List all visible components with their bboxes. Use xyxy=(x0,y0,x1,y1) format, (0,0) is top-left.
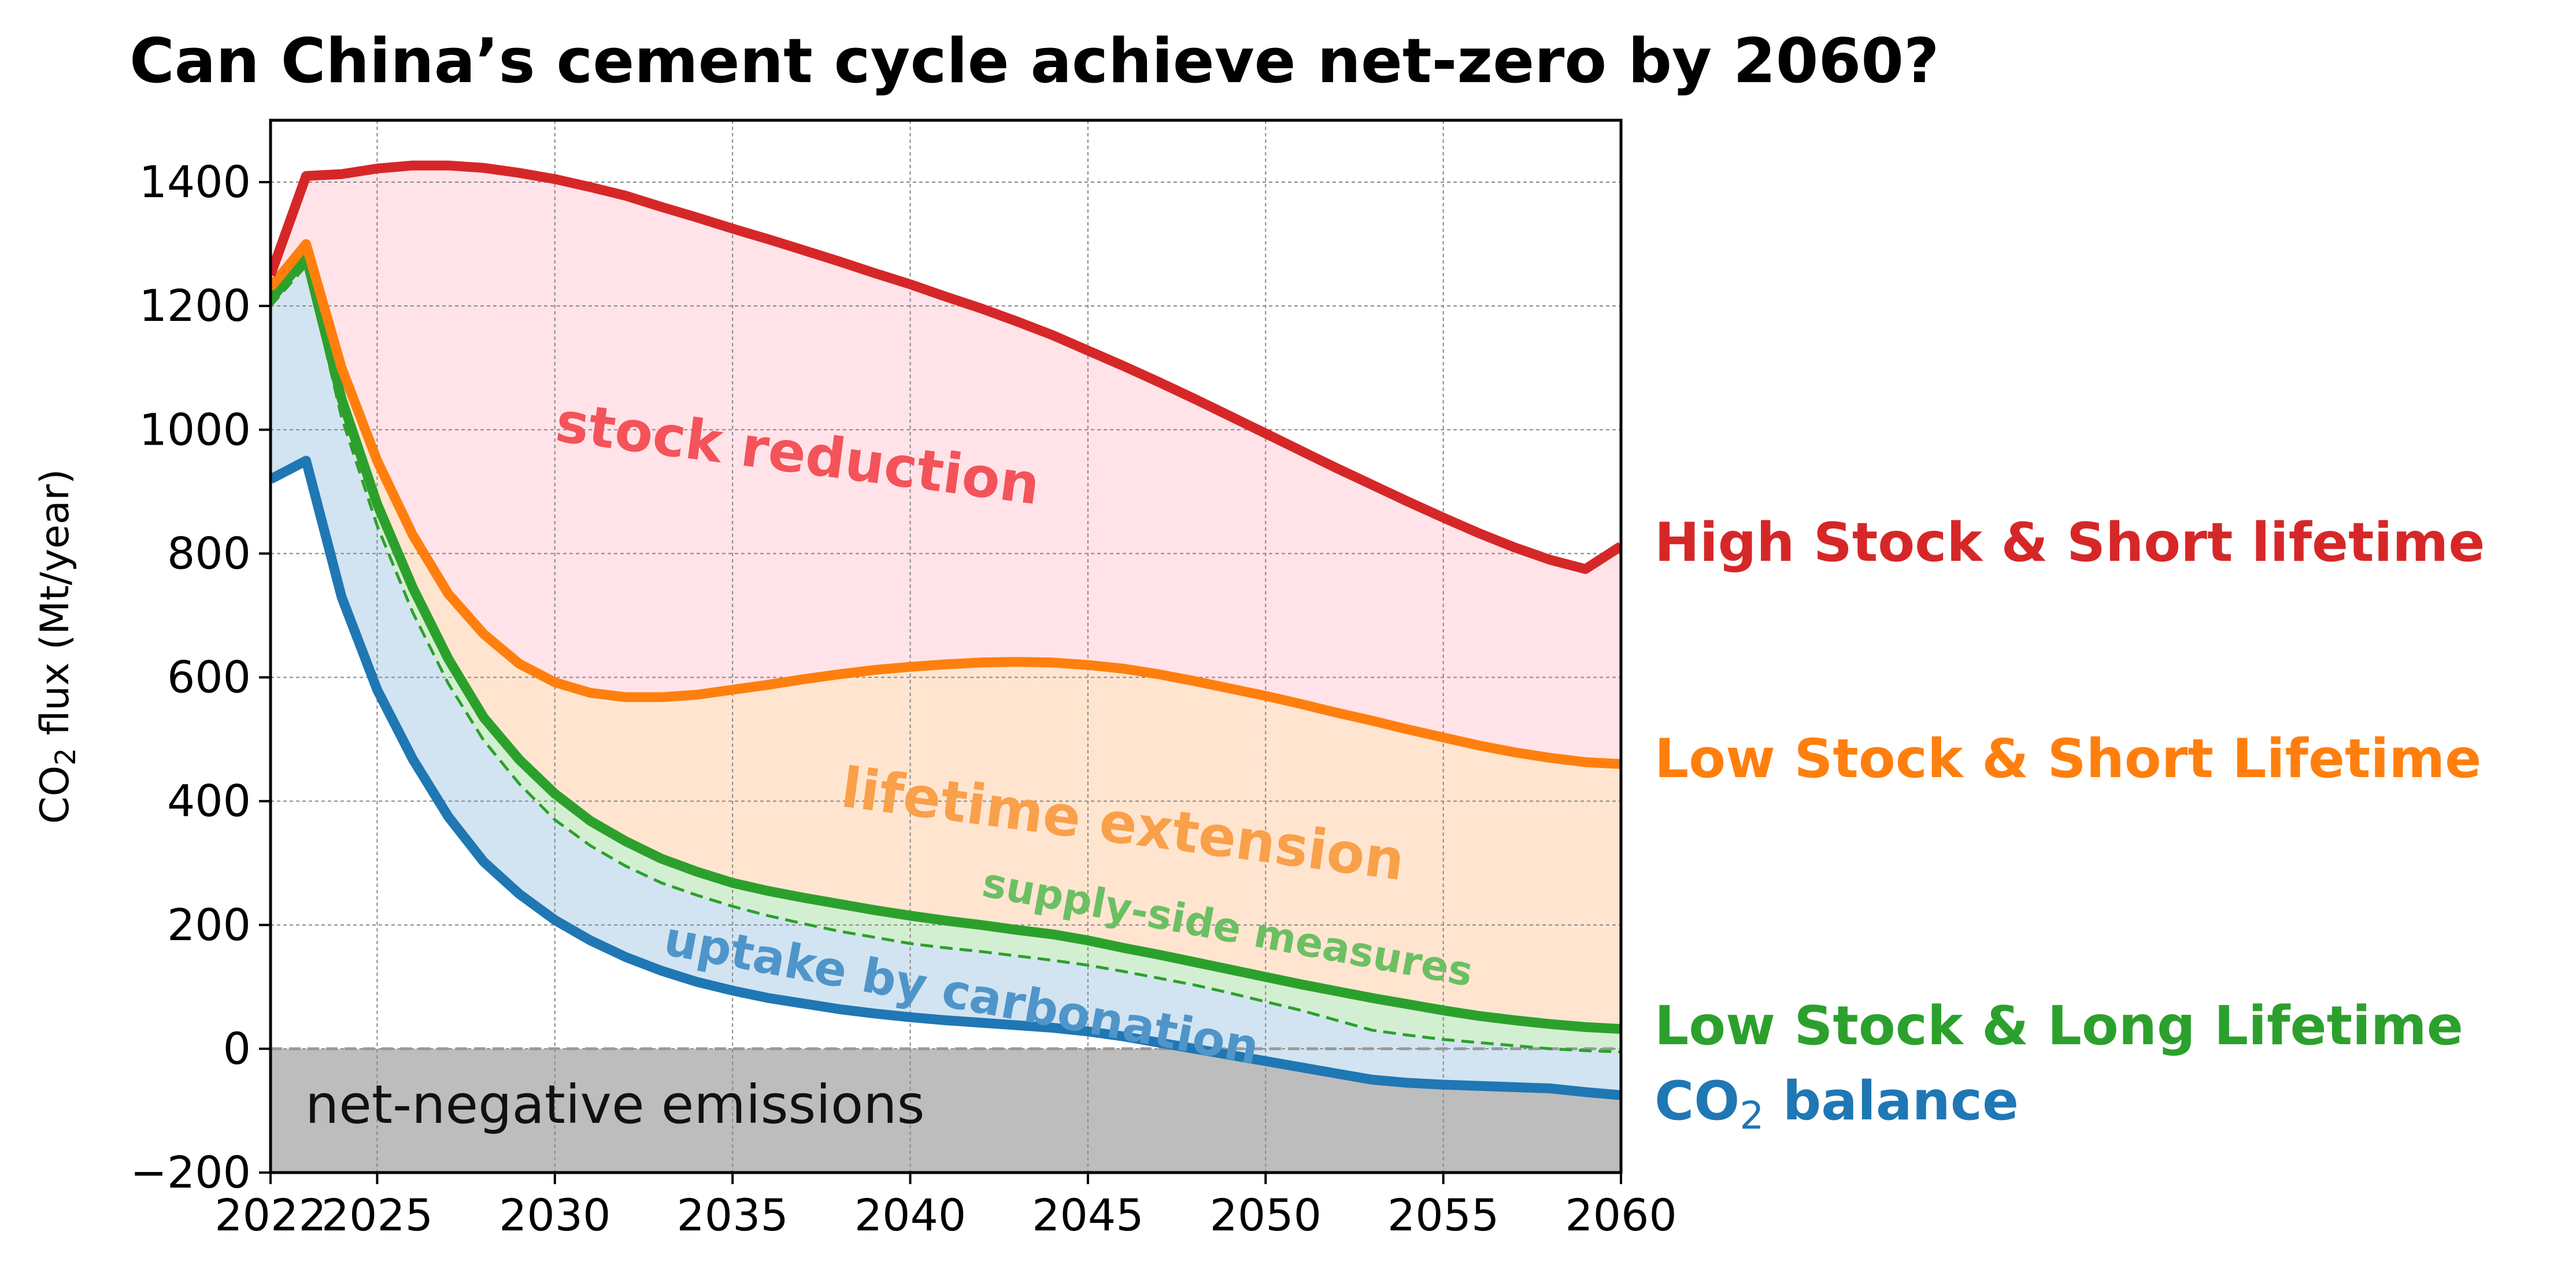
x-tick-label: 2045 xyxy=(1032,1189,1143,1241)
y-axis-label-sub: 2 xyxy=(50,748,82,766)
x-tick-label: 2022 xyxy=(214,1189,326,1241)
y-tick-label: 1000 xyxy=(139,404,251,455)
end-label-co2-rest: balance xyxy=(1764,1070,2019,1132)
end-label-high-stock-short: High Stock & Short lifetime xyxy=(1655,511,2485,574)
y-tick-label: 1200 xyxy=(139,280,251,331)
y-tick-label: −200 xyxy=(130,1147,251,1198)
x-tick-label: 2025 xyxy=(321,1189,433,1241)
y-axis: −200 0 200 400 600 800 1000 1200 1400 xyxy=(130,156,271,1198)
plot-frame xyxy=(269,119,1623,1174)
annotation-net-negative: net-negative emissions xyxy=(305,1074,925,1136)
y-axis-label-main: CO xyxy=(32,766,78,824)
series-line-co2-balance xyxy=(271,456,1621,1100)
chart-title: Can China’s cement cycle achieve net-zer… xyxy=(129,25,1939,97)
x-tick-label: 2050 xyxy=(1210,1189,1322,1241)
series-line-supply-side-dashed xyxy=(271,262,1621,1053)
y-tick-label: 1400 xyxy=(139,156,251,208)
y-axis-label: CO2 flux (Mt/year) xyxy=(32,469,82,824)
y-tick-label: 400 xyxy=(167,775,251,827)
fill-lifetime-extension xyxy=(271,244,1621,1029)
fill-stock-reduction xyxy=(271,165,1621,764)
end-label-co2-balance: CO2 balance xyxy=(1655,1070,2019,1138)
fill-supply-side xyxy=(271,256,1621,1052)
x-tick-label: 2060 xyxy=(1565,1189,1676,1241)
x-tick-label: 2055 xyxy=(1387,1189,1499,1241)
x-tick-label: 2035 xyxy=(676,1189,788,1241)
y-tick-label: 200 xyxy=(167,899,251,951)
end-label-co2-main: CO xyxy=(1655,1070,1739,1132)
fill-carbonation xyxy=(271,265,1621,1096)
x-tick-label: 2030 xyxy=(499,1189,610,1241)
end-label-co2-sub: 2 xyxy=(1739,1093,1764,1138)
y-tick-label: 800 xyxy=(167,527,251,579)
series-line-low-stock-short xyxy=(271,239,1621,769)
x-tick-label: 2040 xyxy=(854,1189,966,1241)
series-lines xyxy=(271,160,1621,1100)
end-label-low-stock-long: Low Stock & Long Lifetime xyxy=(1655,994,2463,1057)
y-tick-label: 0 xyxy=(223,1023,251,1074)
series-line-high-stock-short xyxy=(271,160,1621,574)
y-tick-label: 600 xyxy=(167,652,251,703)
fill-areas xyxy=(271,165,1621,1173)
series-line-low-stock-long xyxy=(271,252,1621,1034)
y-axis-label-rest: flux (Mt/year) xyxy=(32,469,78,748)
end-label-low-stock-short: Low Stock & Short Lifetime xyxy=(1655,727,2481,790)
